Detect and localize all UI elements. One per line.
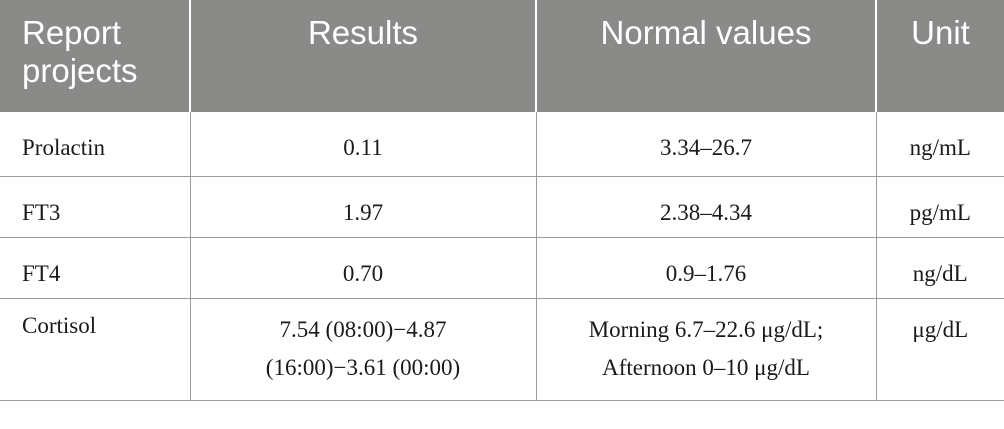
header-label-line: Unit	[911, 14, 970, 51]
cell-normal-values: 0.9–1.76	[536, 237, 877, 299]
cell-project: Cortisol	[0, 298, 191, 401]
cell-results-line: 1.97	[342, 199, 384, 225]
header-label-line: Report	[22, 14, 122, 51]
table-body: Prolactin 0.11 3.34–26.7 ng/mL FT3 1.97 …	[0, 112, 1004, 401]
header-label-line: Normal values	[600, 14, 812, 51]
cell-project: FT4	[0, 237, 191, 299]
table-row: Cortisol 7.54 (08:00)−4.87 (16:00)−3.61 …	[0, 298, 1004, 401]
cell-normal-line: 3.34–26.7	[660, 135, 752, 160]
cell-results-line: (16:00)−3.61 (00:00)	[265, 354, 461, 380]
cell-normal-line: 0.9–1.76	[665, 260, 747, 286]
header-label-line: projects	[22, 52, 138, 89]
cell-results-line: 0.11	[343, 135, 383, 160]
cell-normal-values: 3.34–26.7	[536, 112, 877, 177]
cell-results-line: 7.54 (08:00)−4.87	[279, 316, 447, 342]
cell-project: FT3	[0, 176, 191, 238]
table-row: FT4 0.70 0.9–1.76 ng/dL	[0, 237, 1004, 299]
cell-unit: ng/mL	[876, 112, 1004, 177]
header-row: Report projects Results Normal values Un…	[0, 0, 1004, 112]
table-row: FT3 1.97 2.38–4.34 pg/mL	[0, 176, 1004, 238]
cell-project: Prolactin	[0, 112, 191, 177]
table-row: Prolactin 0.11 3.34–26.7 ng/mL	[0, 112, 1004, 177]
cell-normal-values: Morning 6.7–22.6 μg/dL; Afternoon 0–10 μ…	[536, 298, 877, 401]
cell-normal-line: Afternoon 0–10 μg/dL	[602, 354, 810, 380]
header-report-projects: Report projects	[0, 0, 191, 112]
cell-results: 0.11	[190, 112, 537, 177]
cell-unit: μg/dL	[876, 298, 1004, 401]
header-unit: Unit	[876, 0, 1004, 112]
header-normal-values: Normal values	[536, 0, 877, 112]
cell-results: 0.70	[190, 237, 537, 299]
cell-normal-line: Morning 6.7–22.6 μg/dL;	[588, 316, 824, 342]
cell-normal-values: 2.38–4.34	[536, 176, 877, 238]
lab-results-table: Report projects Results Normal values Un…	[0, 0, 1004, 401]
cell-unit: pg/mL	[876, 176, 1004, 238]
cell-results: 1.97	[190, 176, 537, 238]
cell-results: 7.54 (08:00)−4.87 (16:00)−3.61 (00:00)	[190, 298, 537, 401]
cell-normal-line: 2.38–4.34	[660, 199, 752, 225]
header-results: Results	[190, 0, 537, 112]
header-label-line: Results	[307, 14, 419, 51]
table-header: Report projects Results Normal values Un…	[0, 0, 1004, 112]
cell-results-line: 0.70	[342, 260, 384, 286]
cell-unit: ng/dL	[876, 237, 1004, 299]
